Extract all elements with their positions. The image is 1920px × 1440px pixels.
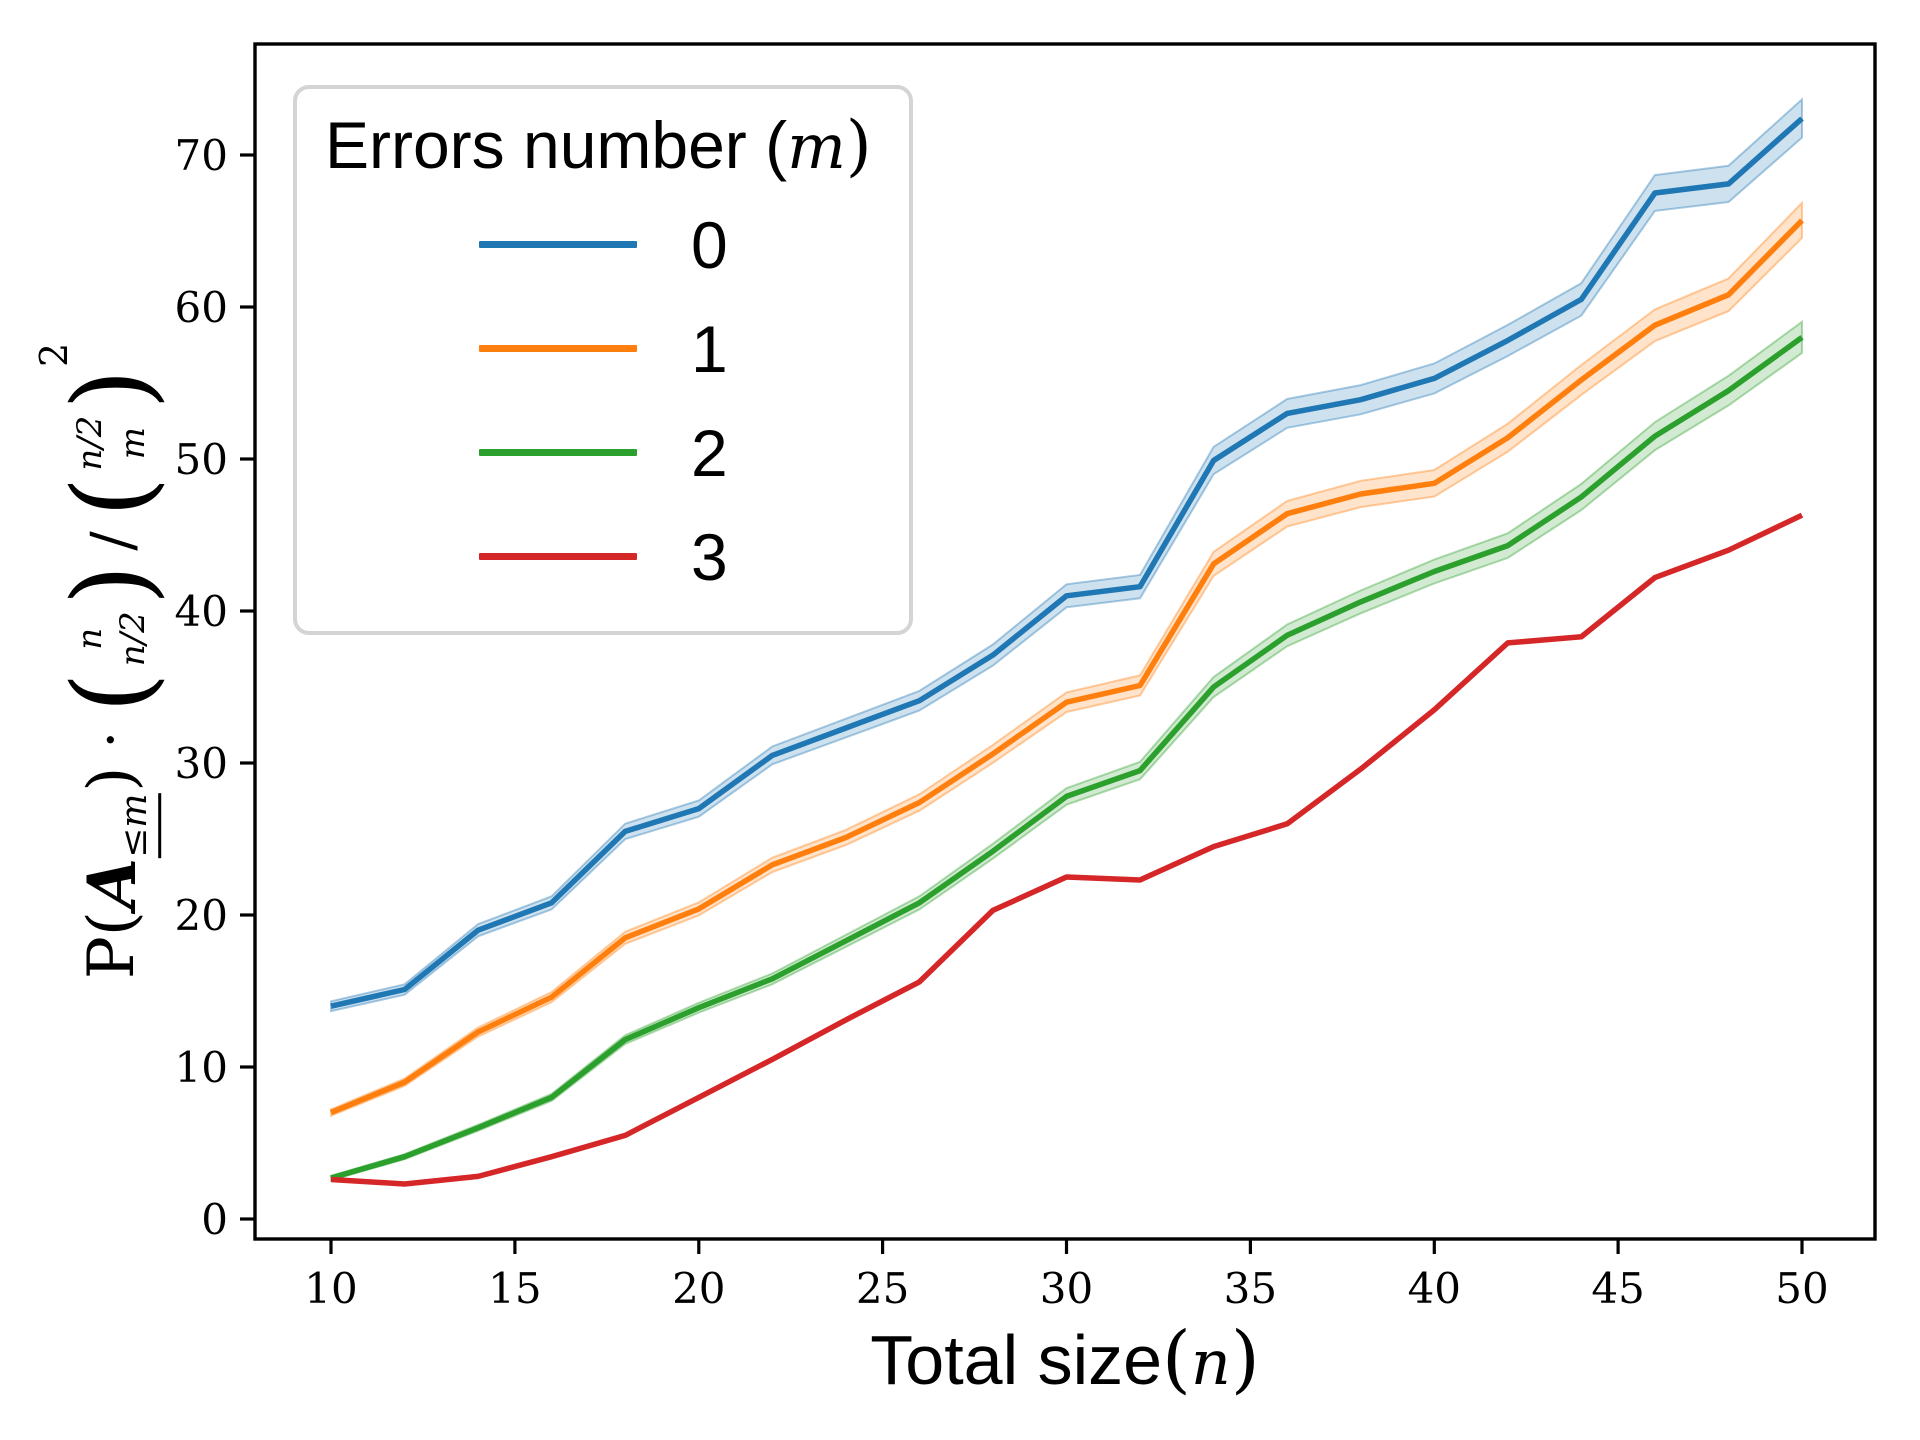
binom1-stack: n n/2 <box>70 605 155 672</box>
binom2-close-paren: ) <box>48 369 174 410</box>
x-tick-label-25: 25 <box>856 1264 909 1313</box>
x-axis-label-close-paren: ) <box>1230 1316 1260 1402</box>
ylabel-cdot: · <box>79 730 145 749</box>
legend-label-m=1: 1 <box>691 311 728 386</box>
legend-label-m=3: 3 <box>691 519 728 594</box>
y-tick-label-30: 30 <box>175 739 228 788</box>
y-tick-label-20: 20 <box>175 891 228 940</box>
x-tick-label-30: 30 <box>1040 1264 1093 1313</box>
binom2-bottom: m <box>113 426 153 460</box>
x-axis-label-open-paren: ( <box>1162 1316 1191 1402</box>
legend-swatch-m=0 <box>479 241 637 249</box>
binom2-open-paren: ( <box>48 476 174 518</box>
y-axis-label: P(A ≤m) · ( n n/2 ) / ( n/2 m ) 2 <box>32 343 174 980</box>
ylabel-A-subscript: ≤m <box>114 793 162 858</box>
legend-label-m=2: 2 <box>691 415 728 490</box>
x-axis-label-var: n <box>1190 1326 1231 1399</box>
ylabel-script-A: A <box>73 857 151 910</box>
y-tick-label-60: 60 <box>175 283 228 332</box>
ylabel-p-open: P( <box>75 911 149 980</box>
series-line-m=0 <box>330 116 1804 1009</box>
series-band-m=2 <box>330 319 1803 1182</box>
legend: Errors number (m) 0 1 2 3 <box>293 85 913 635</box>
legend-title-var: m <box>787 110 846 183</box>
legend-swatch-m=1 <box>479 345 637 353</box>
series-line-m=2 <box>330 335 1804 1181</box>
x-tick-label-35: 35 <box>1224 1264 1277 1313</box>
x-tick-label-45: 45 <box>1591 1264 1644 1313</box>
binom1-open-paren: ( <box>48 672 174 713</box>
x-tick-label-15: 15 <box>488 1264 541 1313</box>
ylabel-binomial-2: ( n/2 m ) <box>48 369 174 518</box>
series-line-m=3 <box>330 512 1804 1187</box>
legend-entry-m=0: 0 <box>297 193 909 297</box>
legend-label-m=0: 0 <box>691 207 728 282</box>
ylabel-binomial-1: ( n n/2 ) <box>48 564 174 713</box>
x-tick-label-40: 40 <box>1408 1264 1461 1313</box>
binom1-close-paren: ) <box>48 564 174 606</box>
ylabel-squared: 2 <box>32 342 76 368</box>
x-axis-label: Total size (n) <box>870 1316 1259 1402</box>
y-tick-label-0: 0 <box>201 1195 228 1244</box>
x-tick-label-10: 10 <box>304 1264 357 1313</box>
legend-swatch-m=2 <box>479 449 637 457</box>
legend-title: Errors number (m) <box>297 89 909 183</box>
legend-entries: 0 1 2 3 <box>297 193 909 609</box>
x-tick-label-20: 20 <box>672 1264 725 1313</box>
y-tick-label-70: 70 <box>175 131 228 180</box>
binom2-stack: n/2 m <box>70 410 155 477</box>
series-band-m=1 <box>330 200 1803 1118</box>
legend-entry-m=1: 1 <box>297 297 909 401</box>
binom1-top: n <box>70 627 111 650</box>
legend-entry-m=3: 3 <box>297 505 909 609</box>
legend-title-close: ) <box>845 107 872 184</box>
ylabel-p-close: ) <box>75 766 149 792</box>
legend-swatch-m=3 <box>479 553 637 561</box>
x-tick-label-50: 50 <box>1775 1264 1828 1313</box>
legend-title-text: Errors number ( <box>325 108 788 182</box>
legend-entry-m=2: 2 <box>297 401 909 505</box>
series-line-m=1 <box>329 218 1804 1116</box>
y-tick-label-10: 10 <box>175 1043 228 1092</box>
y-tick-label-40: 40 <box>175 587 228 636</box>
ylabel-slash: / <box>78 531 146 551</box>
y-tick-label-50: 50 <box>175 435 228 484</box>
x-axis-label-text: Total size <box>870 1321 1163 1399</box>
binom2-top: n/2 <box>70 415 111 471</box>
binom1-bottom: n/2 <box>113 611 153 667</box>
